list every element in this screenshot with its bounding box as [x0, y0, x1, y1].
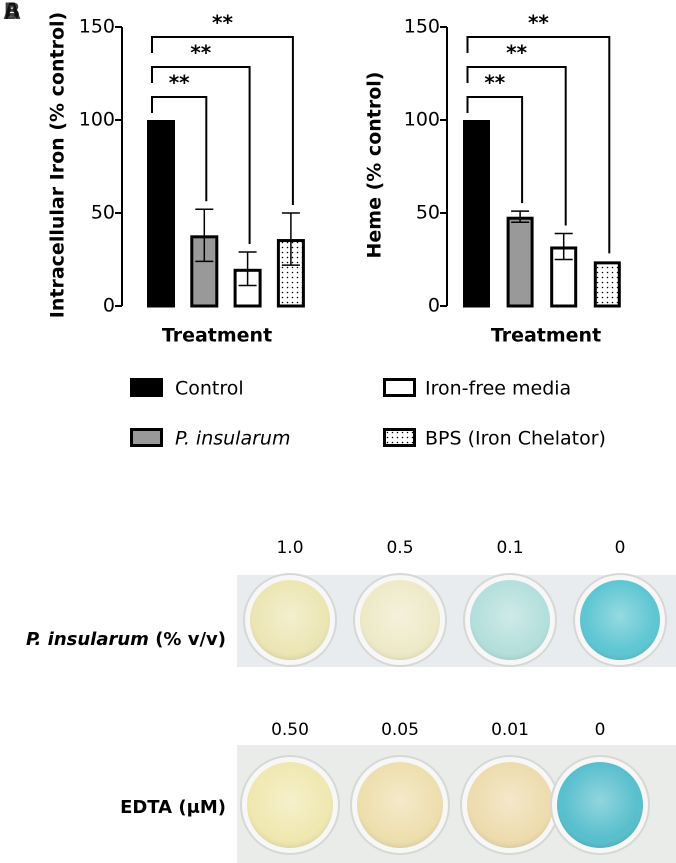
y-tick-label: 0: [428, 295, 440, 317]
y-tick-label: 150: [404, 16, 440, 38]
concentration-label: 0.50: [271, 720, 309, 740]
panel-label: A: [3, 0, 20, 25]
y-tick-label: 150: [79, 16, 115, 38]
well-shade: [580, 580, 660, 660]
y-tick-label: 50: [416, 202, 440, 224]
legend-label: Iron-free media: [425, 378, 571, 400]
well-shade: [247, 762, 333, 848]
well-shade: [557, 762, 643, 848]
concentration-label: 0.5: [386, 538, 413, 558]
concentration-label: 0.01: [491, 720, 529, 740]
bar: [147, 120, 175, 308]
well-shade: [470, 580, 550, 660]
concentration-label: 0: [615, 538, 626, 558]
row-label: P. insularum (% v/v): [26, 629, 226, 650]
row-label-text: (% v/v): [149, 629, 226, 650]
significance-bracket: [151, 66, 251, 245]
legend-swatch: [130, 428, 163, 447]
y-tick-label: 50: [91, 202, 115, 224]
significance-label: **: [169, 71, 190, 95]
significance-label: **: [506, 41, 527, 65]
significance-label: **: [190, 41, 211, 65]
panel-label: B: [4, 0, 21, 25]
significance-bracket: [466, 36, 611, 254]
well-shade: [360, 580, 440, 660]
concentration-label: 1.0: [276, 538, 303, 558]
bar: [463, 120, 490, 308]
y-tick-label: 0: [103, 295, 115, 317]
concentration-label: 0.1: [496, 538, 523, 558]
bar: [506, 216, 534, 308]
legend-label: P. insularum: [175, 428, 290, 450]
concentration-label: 0: [595, 720, 606, 740]
row-label-italic: P. insularum: [26, 629, 149, 650]
legend-swatch: [130, 378, 163, 397]
significance-label: **: [528, 11, 549, 35]
y-axis-label: Heme (% control): [364, 72, 386, 259]
significance-bracket: [466, 66, 567, 226]
legend-swatch: [383, 378, 416, 397]
significance-bracket: [151, 36, 294, 205]
y-tick-label: 100: [404, 109, 440, 131]
row-label-text: EDTA (μM): [120, 797, 226, 818]
bar: [593, 261, 621, 308]
significance-bracket: [151, 96, 208, 202]
significance-bracket: [466, 96, 524, 204]
y-axis-label: Intracellular Iron (% control): [47, 12, 69, 318]
well-shade: [250, 580, 330, 660]
significance-label: **: [212, 11, 233, 35]
row-label: EDTA (μM): [120, 797, 226, 818]
well-shade: [467, 762, 553, 848]
x-axis-label: Treatment: [491, 325, 601, 347]
concentration-label: 0.05: [381, 720, 419, 740]
x-axis-label: Treatment: [162, 325, 272, 347]
legend-swatch: [383, 428, 416, 447]
significance-label: **: [484, 71, 505, 95]
legend-label: Control: [175, 378, 244, 400]
legend-label: BPS (Iron Chelator): [425, 428, 606, 450]
well-shade: [357, 762, 443, 848]
y-tick-label: 100: [79, 109, 115, 131]
